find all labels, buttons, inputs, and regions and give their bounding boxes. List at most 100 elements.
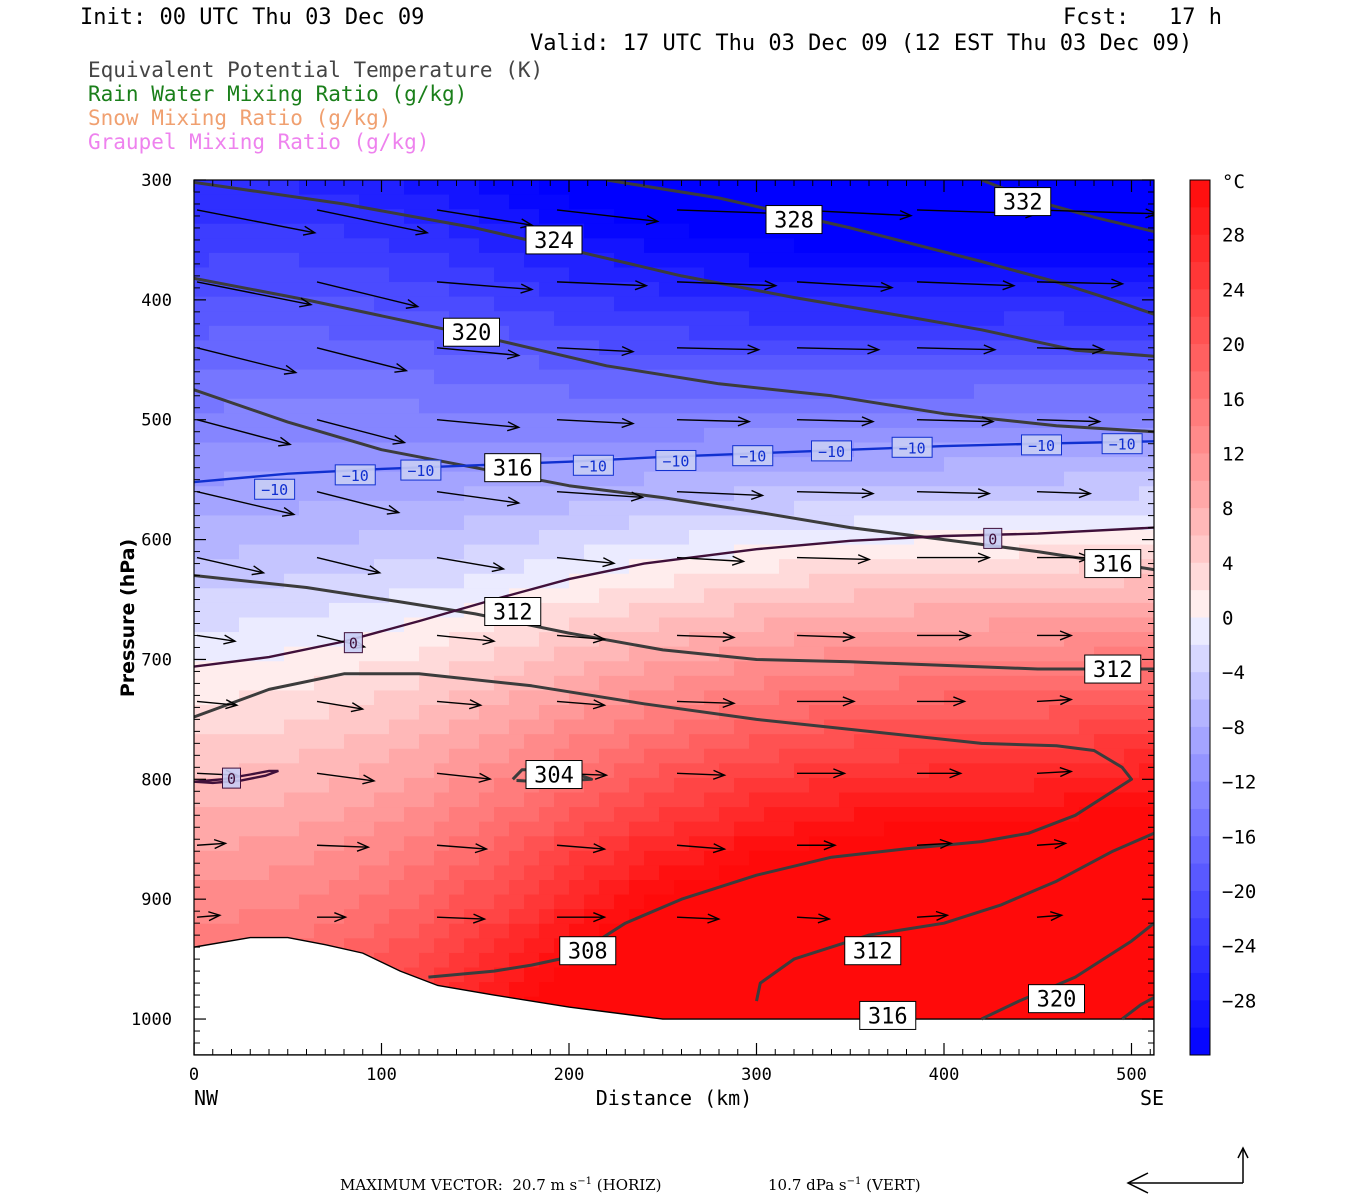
temperature-cell xyxy=(209,923,225,939)
temperature-cell xyxy=(494,632,510,648)
temperature-cell xyxy=(389,792,405,808)
temperature-cell xyxy=(1109,617,1125,633)
temperature-cell xyxy=(419,952,435,969)
temperature-cell xyxy=(809,982,825,998)
temperature-cell xyxy=(914,559,930,575)
temperature-cell xyxy=(269,267,285,283)
temperature-cell xyxy=(869,325,885,342)
temperature-cell xyxy=(569,398,585,414)
temperature-cell xyxy=(449,180,465,196)
temperature-cell xyxy=(719,952,735,969)
temperature-cell xyxy=(959,325,975,342)
temperature-cell xyxy=(584,427,600,444)
temperature-cell xyxy=(614,544,630,560)
temperature-cell xyxy=(239,384,255,400)
temperature-cell xyxy=(449,880,465,896)
temperature-cell xyxy=(914,792,930,808)
temperature-cell xyxy=(314,544,330,560)
temperature-cell xyxy=(1079,369,1095,385)
temperature-cell xyxy=(239,194,255,210)
temperature-cell xyxy=(974,719,990,735)
temperature-cell xyxy=(479,427,495,444)
temperature-cell xyxy=(764,661,780,677)
temperature-cell xyxy=(974,982,990,998)
colorbar-swatch xyxy=(1190,1000,1210,1029)
temperature-cell xyxy=(974,369,990,385)
temperature-cell xyxy=(509,355,525,371)
temperature-cell xyxy=(779,559,795,575)
temperature-cell xyxy=(764,180,780,196)
temperature-cell xyxy=(194,923,210,939)
temperature-cell xyxy=(719,602,735,619)
temperature-cell xyxy=(1139,471,1154,487)
temperature-cell xyxy=(869,748,885,764)
temperature-cell xyxy=(824,544,840,560)
temperature-cell xyxy=(299,282,315,298)
temperature-cell xyxy=(344,602,360,619)
temperature-cell xyxy=(944,384,960,400)
temperature-cell xyxy=(299,413,315,429)
temperature-cell xyxy=(809,632,825,648)
temperature-cell xyxy=(284,267,300,283)
temperature-cell xyxy=(809,369,825,385)
temperature-cell xyxy=(629,573,645,589)
temperature-cell xyxy=(404,500,420,517)
temperature-cell xyxy=(1109,180,1125,196)
wind-vector xyxy=(676,344,761,355)
temperature-cell xyxy=(854,821,870,837)
y-tick-label: 400 xyxy=(141,291,172,311)
temperature-cell xyxy=(374,763,390,779)
temperature-cell xyxy=(1019,471,1035,487)
temperature-cell xyxy=(254,398,270,414)
temperature-cell xyxy=(464,427,480,444)
wind-vector xyxy=(916,280,1016,291)
temperature-cell xyxy=(314,486,330,502)
temperature-cell xyxy=(359,792,375,808)
temperature-cell xyxy=(494,792,510,808)
temperature-cell xyxy=(509,209,525,225)
temperature-cell xyxy=(1064,573,1080,589)
temperature-cell xyxy=(899,880,915,896)
temperature-cell xyxy=(389,880,405,896)
temperature-cell xyxy=(839,763,855,779)
temperature-cell xyxy=(569,807,585,823)
temperature-cell xyxy=(1094,821,1110,837)
temperature-cell xyxy=(464,748,480,764)
temperature-cell xyxy=(764,748,780,764)
temperature-cell xyxy=(239,661,255,677)
temperature-cell xyxy=(194,646,210,662)
temperature-cell xyxy=(509,573,525,589)
temperature-cell xyxy=(314,894,330,910)
temperature-cell xyxy=(764,734,780,750)
wind-vector xyxy=(316,841,371,852)
temperature-cell xyxy=(524,573,540,589)
temperature-cell xyxy=(719,661,735,677)
temperature-cell xyxy=(944,880,960,896)
temperature-cell xyxy=(404,398,420,414)
temperature-cell xyxy=(644,384,660,400)
temperature-cell xyxy=(359,369,375,385)
temperature-cell xyxy=(614,515,630,531)
temperature-cell xyxy=(584,923,600,939)
temperature-cell xyxy=(314,223,330,239)
temperature-cell xyxy=(734,982,750,998)
temperature-cell xyxy=(494,515,510,531)
temperature-cell xyxy=(599,427,615,444)
temperature-cell xyxy=(1064,384,1080,400)
wind-vector xyxy=(436,419,521,432)
temperature-cell xyxy=(974,573,990,589)
temperature-cell xyxy=(1004,705,1020,721)
temperature-cell xyxy=(629,792,645,808)
temperature-cell xyxy=(614,894,630,910)
temperature-cell xyxy=(1124,602,1140,619)
temperature-cell xyxy=(779,734,795,750)
colorbar-swatch xyxy=(1190,398,1210,427)
temperature-cell xyxy=(434,734,450,750)
temperature-cell xyxy=(599,530,615,546)
temperature-cell xyxy=(689,282,705,298)
temperature-cell xyxy=(974,865,990,881)
temperature-cell xyxy=(374,734,390,750)
temperature-cell xyxy=(974,807,990,823)
temperature-cell xyxy=(854,807,870,823)
temperature-cell xyxy=(419,807,435,823)
